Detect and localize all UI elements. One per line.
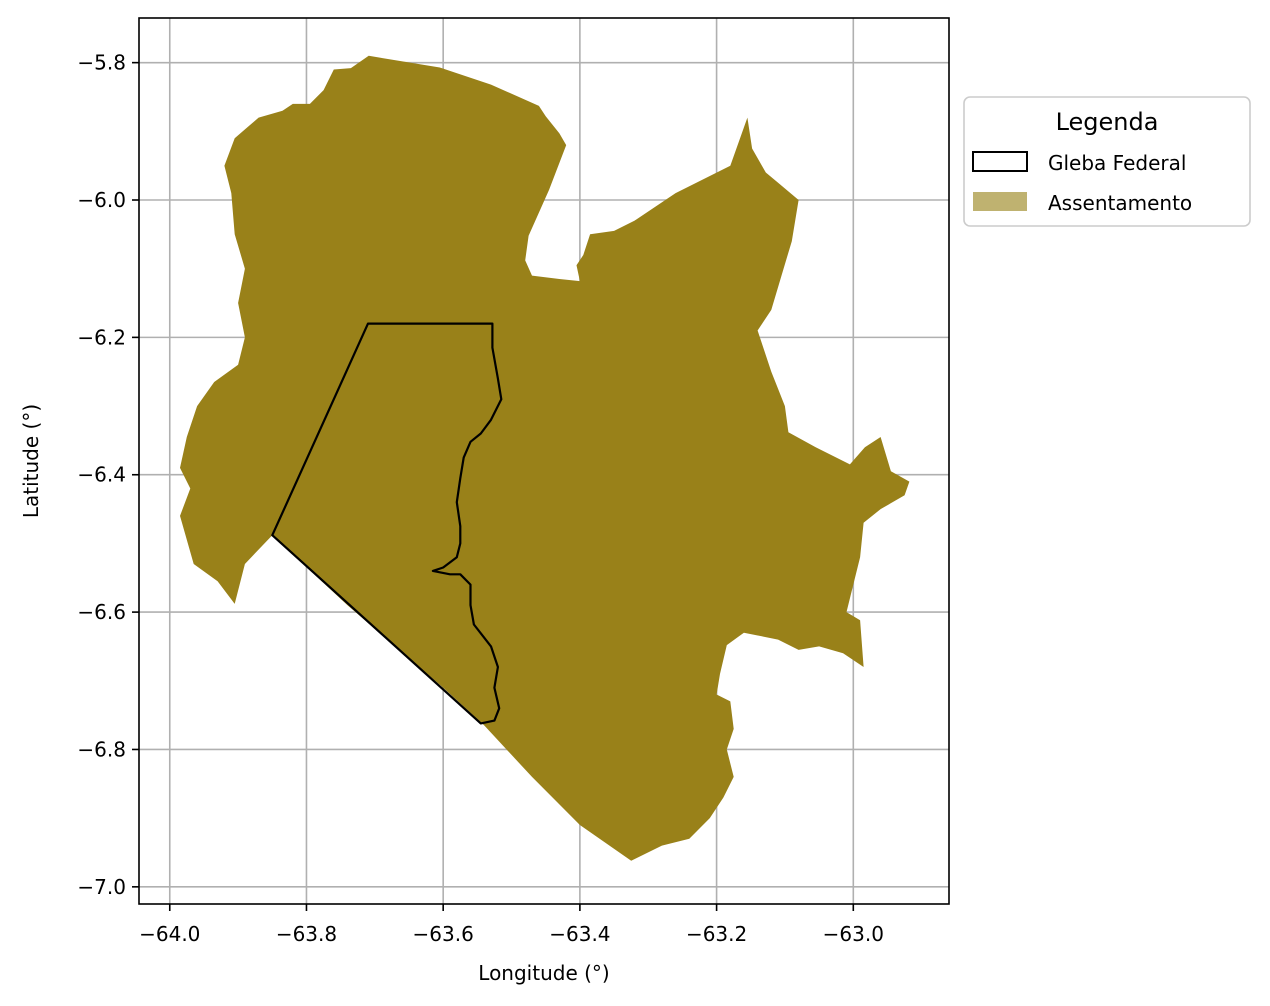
legend-label-assentamento: Assentamento	[1048, 191, 1192, 215]
y-tick-label: −6.0	[77, 188, 126, 212]
legend-title: Legenda	[1056, 108, 1159, 136]
x-tick-label: −63.0	[823, 922, 884, 946]
x-tick-label: −64.0	[139, 922, 200, 946]
map-layers	[180, 55, 910, 861]
gleba-federal-boundary	[271, 322, 503, 725]
y-tick-label: −6.6	[77, 600, 126, 624]
x-tick-label: −63.8	[276, 922, 337, 946]
legend-box	[963, 96, 1251, 227]
x-tick-label: −63.6	[413, 922, 474, 946]
y-tick-label: −6.4	[77, 463, 126, 487]
x-tick-label: −63.2	[686, 922, 747, 946]
y-axis-title: Latitude (°)	[19, 404, 43, 518]
y-tick-label: −5.8	[77, 51, 126, 75]
plot-frame	[138, 17, 950, 905]
assentamento-area	[180, 55, 910, 861]
x-axis-title: Longitude (°)	[478, 961, 609, 985]
y-tick-label: −6.2	[77, 325, 126, 349]
y-axis: −5.8 −6.0 −6.2 −6.4 −6.6 −6.8 −7.0	[77, 51, 139, 899]
legend: Legenda Gleba Federal Assentamento	[963, 96, 1251, 227]
x-tick-label: −63.4	[549, 922, 610, 946]
legend-swatch-assentamento	[973, 192, 1027, 211]
x-axis: −64.0 −63.8 −63.6 −63.4 −63.2 −63.0	[139, 904, 884, 946]
legend-swatch-gleba-federal	[972, 151, 1028, 172]
legend-label-gleba-federal: Gleba Federal	[1048, 151, 1186, 175]
y-tick-label: −6.8	[77, 737, 126, 761]
y-tick-label: −7.0	[77, 875, 126, 899]
